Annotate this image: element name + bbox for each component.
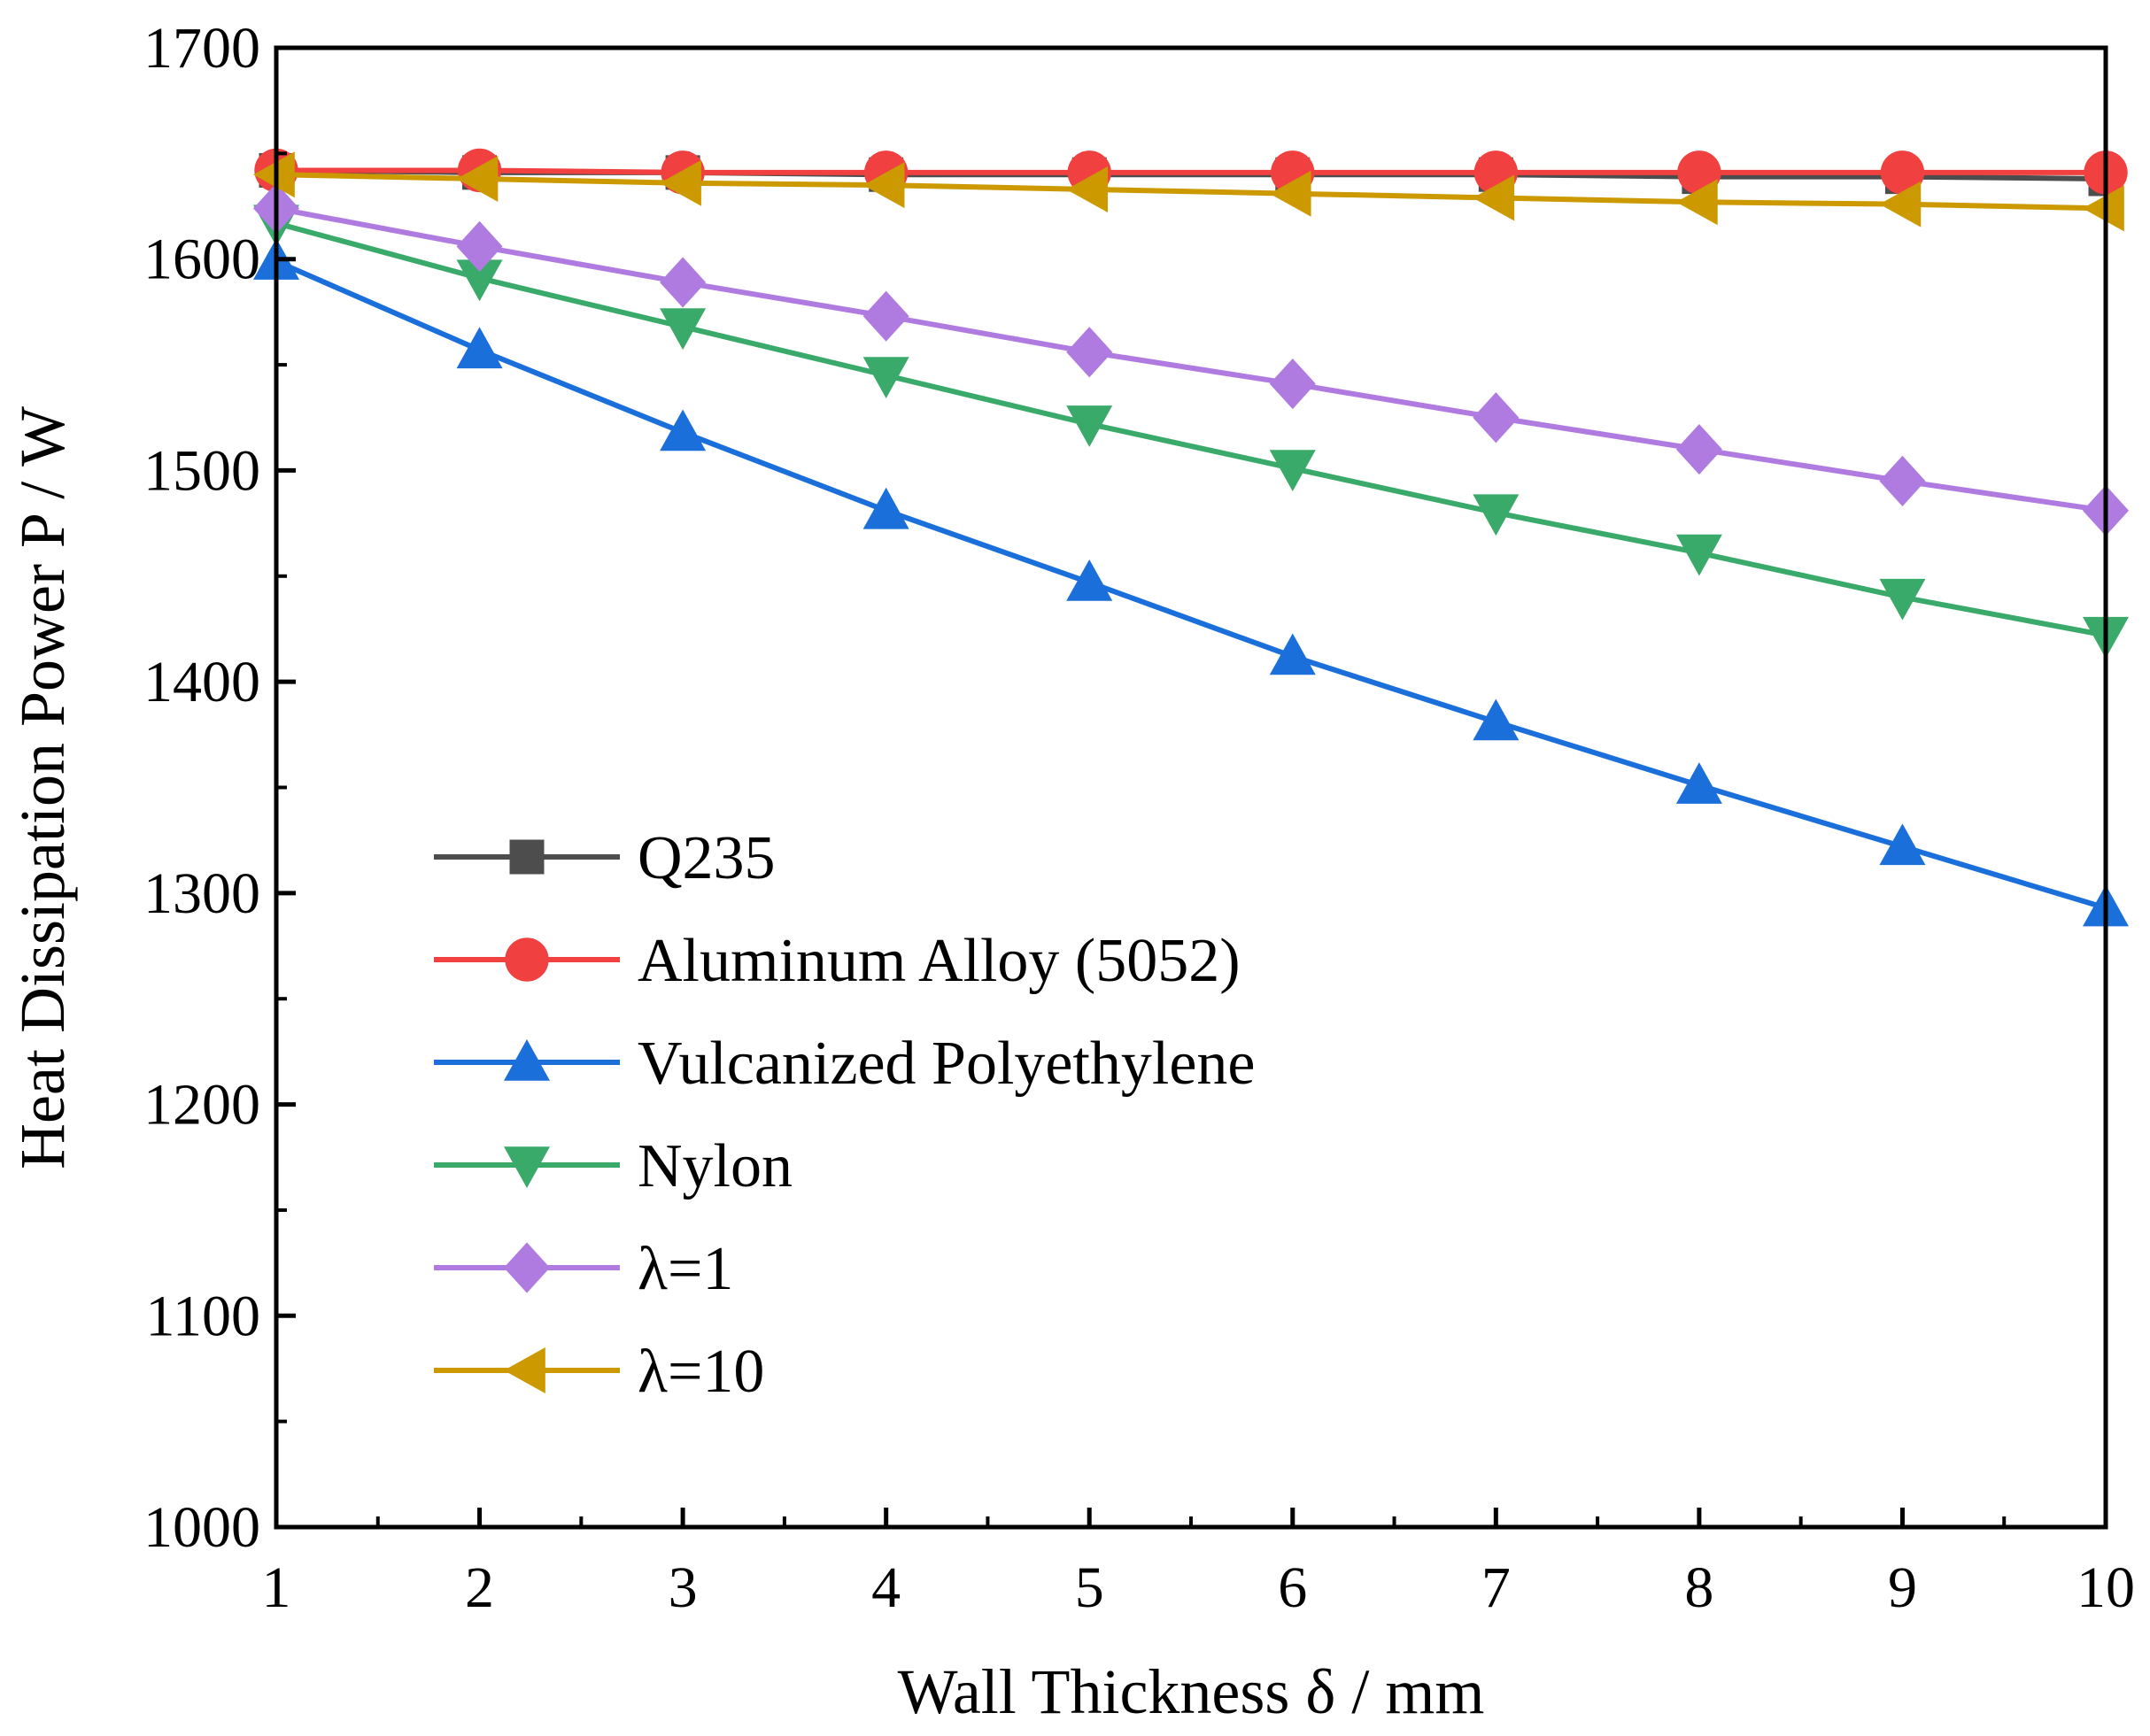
triangle-down-marker (456, 259, 503, 302)
x-tick-label: 2 (465, 1555, 494, 1620)
legend: Q235 Aluminum Alloy (5052) Vulcanized Poly… (434, 824, 1256, 1406)
legend-item: λ=10 (434, 1338, 764, 1406)
triangle-left-marker (1675, 179, 1718, 226)
x-tick-label: 6 (1278, 1555, 1307, 1620)
triangle-left-marker (1269, 170, 1311, 217)
triangle-up-marker (862, 487, 909, 529)
triangle-left-marker (253, 151, 295, 198)
triangle-down-marker (660, 308, 707, 351)
legend-label: Aluminum Alloy (5052) (638, 927, 1241, 995)
y-tick-label: 1700 (143, 16, 260, 81)
y-tick-label: 1400 (143, 650, 260, 714)
triangle-left-marker (660, 159, 701, 206)
legend-item: Q235 (434, 824, 776, 892)
triangle-up-marker (1879, 823, 1926, 866)
triangle-up-marker (660, 409, 707, 451)
triangle-down-marker (862, 357, 909, 399)
triangle-up-marker (1066, 559, 1113, 601)
legend-item: Nylon (434, 1132, 793, 1200)
triangle-left-marker (862, 162, 905, 209)
series-line (276, 167, 2106, 175)
x-tick-label: 4 (871, 1555, 901, 1620)
triangle-up-marker (1675, 762, 1722, 804)
triangle-left-marker (1473, 174, 1515, 221)
triangle-left-marker (504, 1347, 545, 1393)
x-tick-label: 3 (669, 1555, 698, 1620)
legend-item: Vulcanized Polyethylene (434, 1030, 1256, 1098)
series-line (275, 172, 2107, 212)
legend-label: λ=10 (638, 1338, 764, 1406)
plot-frame (274, 45, 2108, 1530)
axis-ticks: 1 2 3 4 5 6 7 8 9 10 1000 1100 1200 1300 1400 1500 1600 1… (143, 16, 2135, 1620)
legend-label: Q235 (638, 824, 776, 892)
x-tick-label: 8 (1684, 1555, 1713, 1620)
y-tick-label: 1300 (143, 861, 260, 926)
triangle-left-marker (456, 156, 499, 203)
x-tick-label: 1 (262, 1555, 291, 1620)
series--1 (253, 182, 2129, 536)
diamond-marker (862, 290, 909, 342)
triangle-left-marker (1879, 181, 1922, 228)
legend-item: λ=1 (434, 1235, 733, 1303)
legend-item: Aluminum Alloy (5052) (434, 927, 1241, 995)
triangle-up-marker (1473, 698, 1520, 741)
series--10 (253, 151, 2124, 232)
triangle-left-marker (2083, 185, 2124, 232)
square-marker (509, 839, 545, 875)
diamond-marker (1879, 455, 1926, 506)
diamond-marker (1269, 358, 1316, 410)
y-axis-label: Heat Dissipation Power P / W (7, 406, 78, 1169)
legend-label: Vulcanized Polyethylene (638, 1030, 1256, 1098)
triangle-down-marker (1269, 450, 1316, 492)
x-tick-label: 5 (1075, 1555, 1104, 1620)
x-tick-label: 10 (2077, 1555, 2135, 1620)
triangle-down-marker (1473, 494, 1520, 536)
circle-marker (1880, 150, 1925, 195)
triangle-left-marker (1066, 166, 1109, 212)
y-tick-label: 1100 (145, 1284, 260, 1348)
diamond-marker (456, 220, 503, 272)
series-nylon (253, 204, 2129, 659)
series-line (275, 205, 2107, 513)
series-line (275, 220, 2107, 638)
series-vulcanized-polyethylene (253, 238, 2129, 927)
triangle-down-marker (1675, 534, 1722, 576)
series-line (275, 258, 2107, 911)
x-axis-label: Wall Thickness δ / mm (898, 1656, 1485, 1727)
triangle-up-marker (504, 1039, 550, 1081)
legend-label: λ=1 (638, 1235, 733, 1303)
x-tick-label: 7 (1481, 1555, 1511, 1620)
x-tick-label: 9 (1888, 1555, 1917, 1620)
diamond-marker (1473, 392, 1520, 444)
y-tick-label: 1000 (143, 1495, 260, 1560)
y-tick-label: 1600 (143, 228, 260, 292)
diamond-marker (504, 1242, 550, 1293)
circle-marker (505, 937, 549, 982)
legend-label: Nylon (638, 1132, 793, 1200)
triangle-down-marker (1066, 405, 1113, 447)
triangle-up-marker (456, 327, 503, 369)
y-tick-label: 1200 (143, 1073, 260, 1138)
diamond-marker (1675, 423, 1722, 475)
triangle-down-marker (504, 1146, 550, 1188)
series-aluminum-alloy-5052- (254, 148, 2128, 195)
y-tick-label: 1500 (143, 438, 260, 503)
diamond-marker (660, 257, 707, 308)
diamond-marker (1066, 327, 1113, 378)
triangle-down-marker (1879, 578, 1926, 621)
triangle-up-marker (1269, 633, 1316, 675)
plot-marks (253, 148, 2129, 927)
